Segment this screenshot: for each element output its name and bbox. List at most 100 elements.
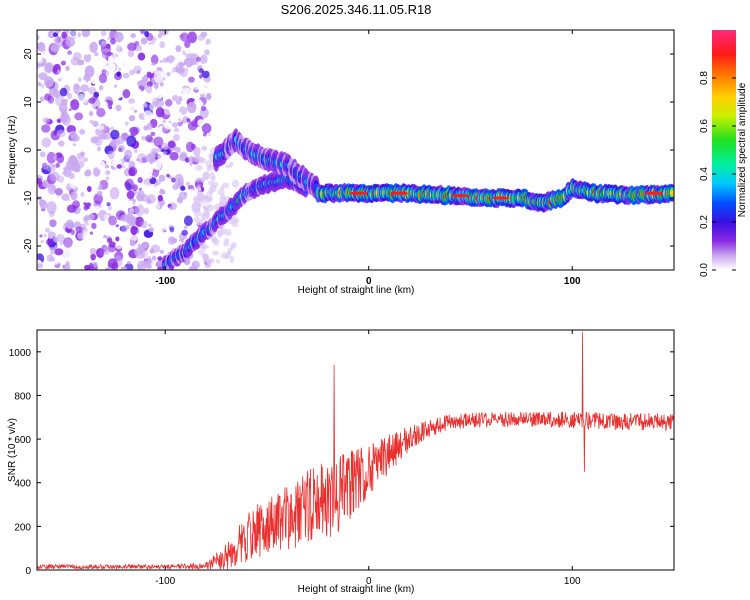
spectrogram-cell xyxy=(152,97,160,106)
spectrogram-cell xyxy=(89,204,96,212)
spectrogram-cell xyxy=(38,82,42,86)
snr-y-label: SNR (10 * v/v) xyxy=(7,418,18,482)
spectrogram-y-tick-label: 20 xyxy=(23,48,34,60)
spectrogram-cell xyxy=(217,188,225,196)
spectrogram-cell xyxy=(52,66,58,74)
spectrogram-cell xyxy=(220,252,229,259)
spectrogram-cell xyxy=(60,60,67,66)
spectrogram-y-label: Frequency (Hz) xyxy=(7,116,18,185)
spectrogram-cell xyxy=(178,191,188,200)
spectrogram-cell xyxy=(67,92,73,100)
spectrogram-cell xyxy=(118,67,122,72)
spectrogram-cell xyxy=(110,177,115,183)
spectrogram-cell xyxy=(125,61,133,70)
spectrogram-cell xyxy=(183,215,193,227)
spectrogram-cell xyxy=(128,114,136,122)
spectrogram-cell xyxy=(134,203,145,217)
spectrogram-cell xyxy=(82,260,87,265)
spectrogram-cell xyxy=(140,63,147,70)
spectrogram-cell xyxy=(42,117,50,124)
spectrogram-cell xyxy=(84,65,95,78)
spectrogram-cell xyxy=(44,93,52,101)
spectrogram-y-tick-label: 0 xyxy=(23,147,34,153)
spectrogram-cell xyxy=(148,227,155,233)
spectrogram-cell xyxy=(157,266,163,270)
spectrogram-cell xyxy=(109,186,120,200)
spectrogram-cell xyxy=(124,181,130,188)
spectrogram-cell xyxy=(174,146,181,153)
spectrogram-cell xyxy=(81,109,86,114)
spectrogram-cell xyxy=(54,30,62,34)
spectrogram-cell xyxy=(151,202,161,210)
spectrogram-cell xyxy=(197,224,202,228)
spectrogram-cell xyxy=(96,191,103,196)
spectrogram-cell xyxy=(169,79,174,84)
spectrogram-cell xyxy=(154,179,162,186)
spectrogram-cell xyxy=(95,247,104,258)
spectrogram-cell xyxy=(53,143,60,151)
spectrogram-cell xyxy=(180,185,186,191)
spectrogram-cell xyxy=(152,168,160,178)
spectrogram-cell xyxy=(162,127,168,132)
spectrogram-x-ticks: -100 0 100 xyxy=(155,30,581,287)
spectrogram-cell xyxy=(195,176,204,183)
spectrogram-cell xyxy=(94,52,99,57)
spectrogram-cell xyxy=(116,71,122,77)
spectrogram-cell xyxy=(59,111,69,124)
spectrogram-cell xyxy=(129,103,137,112)
spectrogram-cell xyxy=(89,231,94,235)
spectrogram-cell xyxy=(175,45,182,53)
spectrogram-cell xyxy=(193,45,198,51)
spectrogram-cell xyxy=(65,221,75,229)
spectrogram-cell xyxy=(78,142,84,147)
spectrogram-cell xyxy=(43,233,47,238)
spectrogram-cell xyxy=(57,140,65,147)
spectrogram-cell xyxy=(115,45,123,53)
spectrogram-hotspot xyxy=(390,191,409,195)
spectrogram-cell xyxy=(49,171,60,182)
spectrogram-cell xyxy=(209,157,214,163)
spectrogram-cell xyxy=(198,68,204,74)
spectrogram-cell xyxy=(186,181,190,186)
spectrogram-cell xyxy=(72,52,82,61)
spectrogram-cell xyxy=(74,112,84,121)
spectrogram-cell xyxy=(194,260,200,268)
spectrogram-cell xyxy=(105,176,110,181)
spectrogram-cell xyxy=(163,122,173,130)
spectrogram-cell xyxy=(127,215,137,226)
spectrogram-cell xyxy=(83,216,90,222)
spectrogram-cell xyxy=(104,254,110,259)
spectrogram-cell xyxy=(167,140,176,149)
spectrogram-cell xyxy=(103,247,109,251)
spectrogram-cell xyxy=(193,209,202,217)
spectrogram-cell xyxy=(47,30,56,39)
spectrogram-cell xyxy=(176,99,182,105)
spectrogram-cell xyxy=(181,123,185,128)
spectrogram-cell xyxy=(48,86,57,96)
spectrogram-cell xyxy=(159,60,163,64)
spectrogram-cell xyxy=(41,124,51,133)
spectrogram-cell xyxy=(70,99,80,111)
spectrogram-cell xyxy=(193,216,200,223)
spectrogram-cell xyxy=(53,32,59,38)
spectrogram-cell xyxy=(138,245,147,253)
spectrogram-x-tick-label: -100 xyxy=(155,276,175,287)
spectrogram-cell xyxy=(150,54,159,65)
spectrogram-cell xyxy=(88,97,96,104)
spectrogram-cell xyxy=(206,196,212,203)
spectrogram-cell xyxy=(103,214,110,220)
spectrogram-cell xyxy=(37,178,42,185)
spectrogram-cell xyxy=(109,53,117,63)
spectrogram-cell xyxy=(47,231,55,240)
spectrogram-cell xyxy=(93,261,98,268)
spectrogram-cell xyxy=(128,98,136,105)
spectrogram-cell xyxy=(37,86,45,97)
spectrogram-cell xyxy=(137,153,147,164)
spectrogram-cell xyxy=(134,149,138,153)
spectrogram-cell xyxy=(121,103,127,108)
spectrogram-cell xyxy=(112,89,123,99)
spectrogram-cell xyxy=(189,211,195,218)
spectrogram-cell xyxy=(168,205,174,210)
spectrogram-cell xyxy=(127,210,134,218)
spectrogram-cell xyxy=(204,208,210,216)
